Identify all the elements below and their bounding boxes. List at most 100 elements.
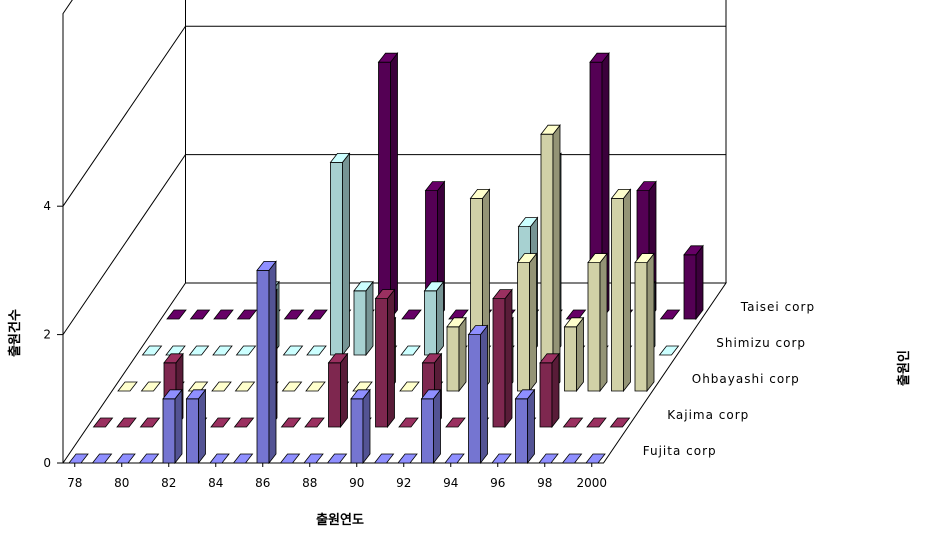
bar (373, 453, 395, 464)
x-tick-label: 98 (537, 476, 552, 490)
bar (256, 260, 277, 465)
bar (377, 52, 399, 321)
bar (585, 453, 606, 464)
x-tick-label: 84 (208, 476, 223, 490)
bar (279, 453, 301, 464)
bar (283, 309, 305, 320)
y-tick-label: 4 (43, 199, 51, 213)
x-tick-label: 88 (302, 476, 317, 490)
bar (467, 324, 489, 465)
bar (235, 345, 257, 356)
bar (399, 381, 420, 392)
bar (166, 309, 187, 320)
bar (609, 417, 631, 428)
bar (446, 316, 467, 393)
bar (444, 453, 465, 464)
bar (115, 453, 136, 464)
bar (210, 417, 231, 428)
bar (212, 345, 233, 356)
bar (658, 345, 680, 356)
bar (91, 453, 113, 464)
bar (117, 381, 138, 392)
bar (68, 453, 89, 464)
bar (634, 252, 655, 393)
wall-outline (62, 0, 727, 463)
bar (538, 453, 559, 464)
bar (188, 345, 210, 356)
bar (138, 453, 160, 464)
bar (562, 417, 584, 428)
series-label: Ohbayashi corp (692, 372, 800, 386)
bar (491, 453, 512, 464)
bar (233, 417, 255, 428)
bar (304, 417, 325, 428)
bar (282, 345, 304, 356)
bar (329, 152, 351, 357)
bar (213, 309, 234, 320)
series-label: Kajima corp (667, 408, 749, 422)
bar (280, 417, 302, 428)
chart-labels: 출원연도 출원건수 출원인 (7, 309, 912, 528)
x-tick-label: 78 (67, 476, 82, 490)
bar (516, 252, 538, 393)
bar (307, 309, 328, 320)
bar (400, 345, 421, 356)
x-tick-label: 96 (490, 476, 505, 490)
series-label: Taisei corp (740, 300, 815, 314)
bar (140, 381, 162, 392)
bar (92, 417, 114, 428)
bar (211, 381, 232, 392)
bar (327, 352, 349, 429)
bar (514, 388, 536, 465)
bar (659, 309, 681, 320)
y-axis-title: 출원건수 (7, 309, 23, 357)
bar (397, 453, 418, 464)
x-tick-label: 80 (114, 476, 129, 490)
bar (445, 417, 466, 428)
bar (539, 352, 560, 429)
bar (374, 288, 396, 429)
bar (398, 417, 419, 428)
bar (306, 345, 327, 356)
chart-bars (68, 52, 704, 465)
x-axis-title: 출원연도 (316, 512, 364, 528)
bar (232, 453, 254, 464)
bar (683, 244, 704, 321)
bar (423, 280, 445, 357)
bar (586, 417, 607, 428)
bar (236, 309, 258, 320)
x-tick-label: 90 (349, 476, 364, 490)
bar (420, 388, 442, 465)
y-tick-label: 0 (43, 456, 51, 470)
bar (401, 309, 422, 320)
bar (185, 388, 207, 465)
y-tick-label: 2 (43, 328, 51, 342)
x-tick-label: 2000 (576, 476, 607, 490)
bar (350, 388, 371, 465)
x-tick-label: 86 (255, 476, 270, 490)
gridline (62, 25, 726, 207)
x-tick-label: 82 (161, 476, 176, 490)
bar (492, 288, 513, 429)
bar (540, 124, 561, 393)
bar (563, 316, 585, 393)
bar (561, 453, 583, 464)
bar (162, 388, 183, 465)
bar (281, 381, 303, 392)
bar (139, 417, 161, 428)
z-axis-title: 출원인 (896, 350, 912, 386)
bar (116, 417, 137, 428)
bar (587, 252, 608, 393)
x-tick-label: 92 (396, 476, 411, 490)
bar (303, 453, 324, 464)
bar (189, 309, 211, 320)
bar (326, 453, 348, 464)
series-label: Fujita corp (643, 444, 717, 458)
series-label: Shimizu corp (716, 336, 806, 350)
bar (610, 188, 632, 393)
bar (209, 453, 230, 464)
bar (305, 381, 326, 392)
bar (353, 280, 374, 357)
bar (141, 345, 163, 356)
